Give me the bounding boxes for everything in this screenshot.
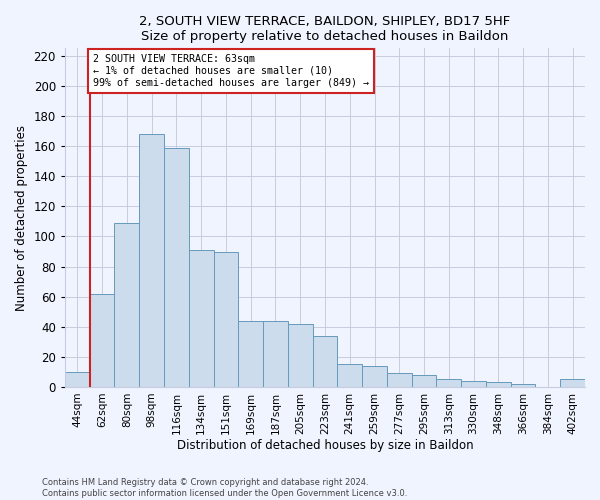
Bar — [337, 364, 362, 387]
Bar — [387, 374, 412, 387]
Bar — [412, 375, 436, 387]
Bar — [189, 250, 214, 387]
Bar — [362, 366, 387, 387]
Title: 2, SOUTH VIEW TERRACE, BAILDON, SHIPLEY, BD17 5HF
Size of property relative to d: 2, SOUTH VIEW TERRACE, BAILDON, SHIPLEY,… — [139, 15, 511, 43]
Y-axis label: Number of detached properties: Number of detached properties — [15, 124, 28, 310]
Bar — [90, 294, 115, 387]
Bar — [288, 324, 313, 387]
Bar — [461, 381, 486, 387]
X-axis label: Distribution of detached houses by size in Baildon: Distribution of detached houses by size … — [176, 440, 473, 452]
Bar — [313, 336, 337, 387]
Bar — [139, 134, 164, 387]
Bar — [436, 380, 461, 387]
Text: Contains HM Land Registry data © Crown copyright and database right 2024.
Contai: Contains HM Land Registry data © Crown c… — [42, 478, 407, 498]
Bar — [214, 252, 238, 387]
Bar — [65, 372, 90, 387]
Bar — [511, 384, 535, 387]
Text: 2 SOUTH VIEW TERRACE: 63sqm
← 1% of detached houses are smaller (10)
99% of semi: 2 SOUTH VIEW TERRACE: 63sqm ← 1% of deta… — [94, 54, 370, 88]
Bar — [560, 380, 585, 387]
Bar — [486, 382, 511, 387]
Bar — [164, 148, 189, 387]
Bar — [115, 223, 139, 387]
Bar — [263, 320, 288, 387]
Bar — [238, 320, 263, 387]
